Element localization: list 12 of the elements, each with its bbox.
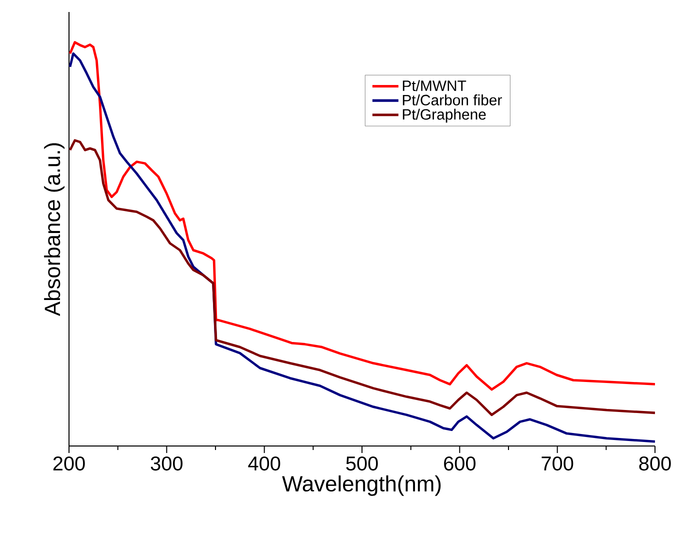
x-tick-label: 600 — [444, 456, 476, 471]
legend-label: Pt/Graphene — [402, 108, 486, 123]
legend-label: Pt/Carbon fiber — [402, 94, 502, 106]
x-tick-label: 500 — [346, 456, 378, 471]
x-tick-label: 200 — [53, 456, 85, 471]
x-tick-label: 700 — [542, 456, 574, 471]
y-axis-title: Absorbance (a.u.) — [44, 143, 64, 316]
x-tick-label: 300 — [150, 456, 183, 471]
legend-label: Pt/MWNT — [402, 80, 466, 92]
x-axis-title: Wavelength(nm) — [282, 475, 441, 496]
x-tick-label: 800 — [639, 456, 671, 471]
x-tick-label: 400 — [248, 456, 280, 471]
